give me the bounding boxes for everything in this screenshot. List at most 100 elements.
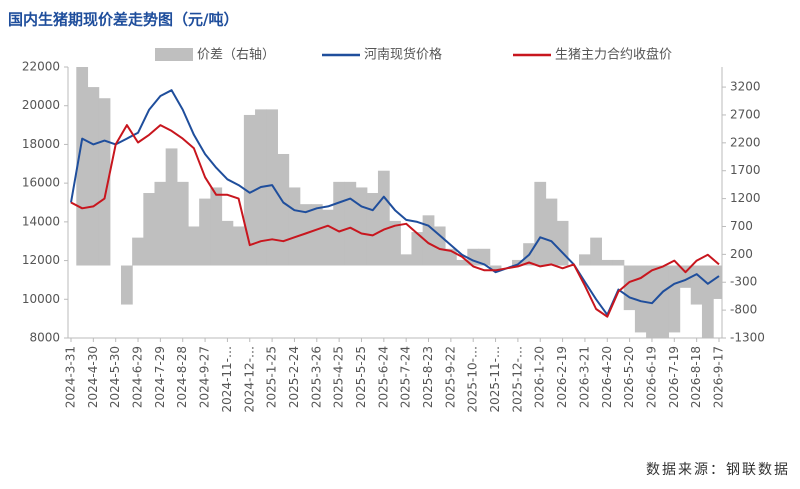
x-tick-label: 2024-7-29 — [153, 346, 167, 408]
basis-area — [590, 237, 602, 266]
x-tick-label: 2024-3-31 — [64, 346, 78, 408]
x-tick-label: 2025-1-25 — [265, 346, 279, 408]
basis-area — [389, 220, 401, 266]
basis-area — [355, 187, 368, 266]
x-tick-label: 2025-10-… — [466, 346, 480, 412]
basis-area — [579, 254, 591, 266]
basis-area — [221, 220, 234, 266]
y2-tick-label: 3200 — [730, 80, 761, 94]
y-tick-label: 18000 — [22, 137, 60, 151]
x-tick-label: 2024-8-28 — [175, 346, 189, 408]
basis-area — [601, 259, 614, 266]
basis-area — [433, 226, 446, 266]
basis-area — [76, 67, 89, 266]
basis-area — [366, 193, 379, 266]
y2-tick-label: 2700 — [730, 107, 761, 121]
basis-area — [623, 265, 636, 311]
x-tick-label: 2026-4-20 — [600, 346, 614, 408]
x-tick-label: 2025-6-24 — [376, 346, 390, 408]
plot-area — [70, 67, 722, 338]
legend-label: 价差（右轴） — [197, 48, 275, 63]
x-tick-label: 2025-5-25 — [354, 346, 368, 408]
basis-area — [467, 248, 480, 266]
basis-area — [322, 209, 334, 266]
basis-area — [120, 265, 133, 305]
basis-area — [556, 220, 569, 266]
basis-area — [199, 198, 211, 266]
y2-tick-label: 1700 — [730, 163, 761, 177]
basis-area — [333, 181, 346, 266]
basis-area — [444, 248, 457, 266]
basis-area — [377, 170, 390, 266]
x-tick-label: 2025-3-26 — [309, 346, 323, 408]
chart-title: 国内生猪期现价差走势图（元/吨） — [8, 11, 238, 29]
y-tick-label: 22000 — [22, 60, 60, 74]
basis-area — [701, 265, 714, 338]
basis-area — [634, 265, 647, 333]
basis-area — [288, 187, 301, 266]
basis-area — [668, 265, 681, 333]
y2-tick-label: 200 — [730, 247, 753, 261]
x-tick-label: 2024-12-… — [242, 346, 256, 412]
legend-label: 河南现货价格 — [364, 47, 442, 63]
basis-area — [679, 265, 692, 288]
source: 数据来源：钢联数据 — [646, 462, 790, 478]
basis-area — [266, 109, 278, 266]
x-tick-label: 2025-4-25 — [332, 346, 346, 408]
x-tick-label: 2024-11-… — [220, 346, 234, 412]
y-tick-label: 14000 — [22, 214, 60, 228]
basis-area — [176, 181, 189, 266]
basis-area — [143, 193, 156, 266]
x-tick-label: 2024-5-30 — [108, 346, 122, 408]
legend-swatch — [155, 48, 193, 61]
x-tick-label: 2026-8-18 — [689, 346, 703, 408]
basis-area — [344, 181, 357, 266]
basis-area — [277, 153, 290, 266]
basis-area — [87, 87, 100, 266]
basis-area — [422, 215, 435, 266]
basis-area — [545, 198, 558, 266]
x-tick-label: 2026-6-19 — [644, 346, 658, 408]
x-tick-label: 2026-7-19 — [667, 346, 681, 408]
y2-tick-label: -300 — [730, 275, 757, 289]
x-tick-label: 2025-12-… — [510, 346, 524, 412]
x-tick-label: 2026-9-17 — [712, 346, 726, 408]
y-tick-label: 20000 — [22, 98, 60, 112]
x-tick-label: 2026-1-20 — [533, 346, 547, 408]
basis-area — [310, 204, 323, 266]
x-tick-label: 2024-6-29 — [131, 346, 145, 408]
y2-tick-label: -800 — [730, 303, 757, 317]
x-tick-label: 2026-2-19 — [555, 346, 569, 408]
basis-area — [132, 237, 144, 266]
price-line — [70, 124, 720, 318]
basis-area — [154, 181, 167, 266]
basis-area — [188, 226, 200, 266]
basis-area — [210, 187, 223, 266]
x-tick-label: 2025-2-24 — [287, 346, 301, 408]
y2-tick-label: 2200 — [730, 135, 761, 149]
basis-area — [400, 254, 413, 266]
basis-area — [713, 265, 722, 299]
x-tick-label: 2026-3-21 — [577, 346, 591, 408]
x-tick-label: 2025-8-23 — [421, 346, 435, 408]
basis-area — [478, 248, 491, 266]
y-tick-label: 8000 — [29, 331, 60, 345]
basis-area — [243, 114, 256, 266]
basis-area — [534, 181, 547, 266]
x-tick-label: 2025-11-… — [488, 346, 502, 412]
x-tick-label: 2026-5-20 — [622, 346, 636, 408]
basis-area — [612, 259, 625, 266]
x-tick-label: 2024-4-30 — [86, 346, 100, 408]
basis-area — [512, 259, 524, 266]
x-tick-label: 2024-9-27 — [198, 346, 212, 408]
basis-area — [690, 265, 703, 305]
legend-label: 生猪主力合约收盘价 — [555, 47, 672, 63]
basis-area — [456, 259, 468, 266]
basis-area — [411, 232, 424, 266]
basis-area — [646, 265, 658, 338]
y2-tick-label: 1200 — [730, 191, 761, 205]
y2-tick-label: -1300 — [730, 331, 765, 345]
y-tick-label: 16000 — [22, 176, 60, 190]
basis-area — [232, 226, 245, 266]
